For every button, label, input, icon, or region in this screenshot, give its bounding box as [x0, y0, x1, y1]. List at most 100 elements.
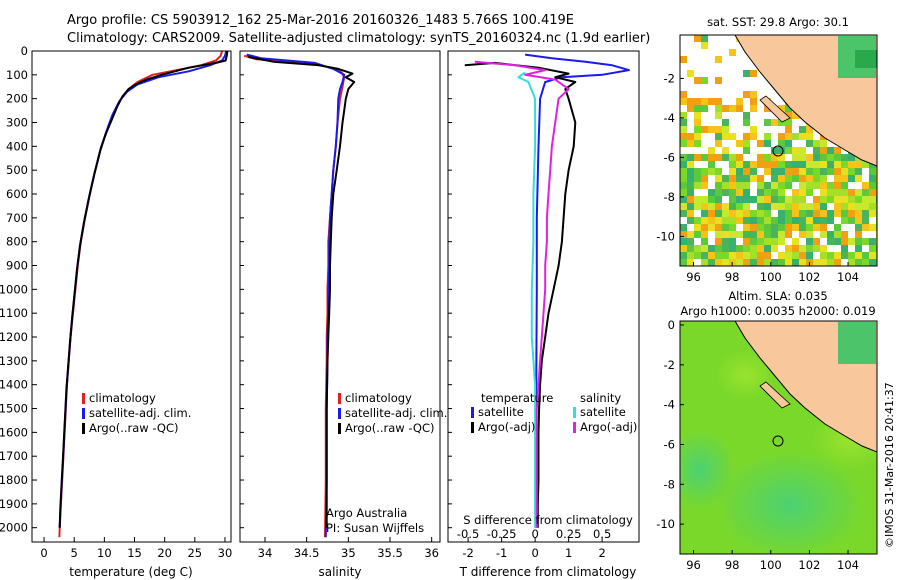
sst-pixel [785, 161, 792, 168]
sst-map-panel: sat. SST: 29.8 Argo: 30.1 96 98 100 102 104 -… [656, 15, 878, 284]
sst-pixel [862, 210, 869, 217]
sst-pixel [715, 182, 722, 189]
sst-pixel [694, 77, 701, 84]
sst-pixel [729, 245, 736, 252]
sst-pixel [820, 154, 827, 161]
sst-map-ticks: 96 98 100 102 104 -2 -4 -6 -8 -10 [656, 71, 859, 284]
sst-pixel [799, 147, 806, 154]
sst-pixel [785, 168, 792, 175]
sst-pixel [722, 119, 729, 126]
sst-pixel [736, 168, 743, 175]
sst-pixel [715, 112, 722, 119]
sst-pixel [778, 119, 785, 126]
sst-pixel [736, 245, 743, 252]
x-top-tick-label: -0.25 [487, 527, 517, 541]
sst-pixel [715, 105, 722, 112]
sst-pixel [708, 203, 715, 210]
y-tick-label: 1700 [0, 449, 28, 463]
sst-pixel [680, 168, 687, 175]
sst-pixel [687, 133, 694, 140]
sst-pixel [785, 126, 792, 133]
sst-pixel [708, 217, 715, 224]
sst-pixel [764, 231, 771, 238]
sst-pixel [743, 70, 750, 77]
sst-pixel [694, 112, 701, 119]
map-x-tick-label: 98 [725, 558, 740, 572]
sst-pixel [855, 161, 862, 168]
series-line [58, 50, 229, 528]
sst-pixel [708, 147, 715, 154]
sst-pixel [834, 238, 841, 245]
sst-pixel [743, 182, 750, 189]
sst-pixel [694, 154, 701, 161]
sst-pixel [792, 161, 799, 168]
legend-swatch [338, 408, 341, 419]
sst-pixel [701, 217, 708, 224]
sst-pixel [687, 70, 694, 77]
sst-pixel [680, 91, 687, 98]
sst-pixel [813, 217, 820, 224]
sst-pixel [764, 210, 771, 217]
sst-pixel [680, 182, 687, 189]
sst-pixel [792, 252, 799, 259]
sst-pixel [806, 133, 813, 140]
x-tick-label: 35 [341, 546, 356, 560]
legend-swatch [338, 423, 341, 434]
difference-lines [464, 53, 630, 528]
legend-label: climatology [345, 391, 412, 405]
sst-pixel [778, 105, 785, 112]
sst-pixel [792, 147, 799, 154]
sst-pixel [722, 182, 729, 189]
sst-pixel [743, 238, 750, 245]
map-x-tick-label: 96 [686, 558, 701, 572]
sst-pixel [806, 245, 813, 252]
sst-pixel [855, 217, 862, 224]
sst-pixel [708, 126, 715, 133]
sst-pixel [848, 196, 855, 203]
sst-pixel [841, 189, 848, 196]
sst-pixel [792, 175, 799, 182]
sst-pixel [792, 259, 799, 266]
sst-pixel [834, 175, 841, 182]
sst-pixel [813, 238, 820, 245]
sst-pixel [680, 126, 687, 133]
map-x-tick-label: 98 [725, 270, 740, 284]
series-line [58, 50, 228, 528]
sst-pixel [757, 182, 764, 189]
sst-pixel [708, 98, 715, 105]
sst-pixel [764, 161, 771, 168]
sst-pixel [799, 231, 806, 238]
sst-pixel [750, 126, 757, 133]
sst-pixel [806, 189, 813, 196]
sst-pixel [799, 126, 806, 133]
sst-pixel [806, 175, 813, 182]
sst-pixel [869, 224, 876, 231]
sst-pixel [729, 252, 736, 259]
sst-pixel [715, 126, 722, 133]
sst-pixel [750, 231, 757, 238]
sst-pixel [771, 196, 778, 203]
sst-pixel [715, 196, 722, 203]
sla-high-blob [715, 350, 775, 400]
sst-map-frame [679, 34, 878, 267]
sst-pixel [785, 217, 792, 224]
sst-pixel [820, 252, 827, 259]
sst-pixel [834, 168, 841, 175]
sst-pixel [757, 224, 764, 231]
sst-pixel [820, 231, 827, 238]
map-x-tick-label: 102 [798, 558, 820, 572]
difference-frame [447, 50, 640, 543]
sst-pixel [827, 259, 834, 266]
sst-pixel [729, 133, 736, 140]
sst-pixel [722, 126, 729, 133]
sst-pixel [799, 133, 806, 140]
sst-pixel [736, 175, 743, 182]
legend-label: climatology [89, 391, 156, 405]
sst-pixel [855, 175, 862, 182]
sst-pixel [701, 224, 708, 231]
sst-island [759, 95, 791, 123]
sst-pixel [694, 105, 701, 112]
legend-label: satellite-adj. clim. [345, 406, 447, 420]
